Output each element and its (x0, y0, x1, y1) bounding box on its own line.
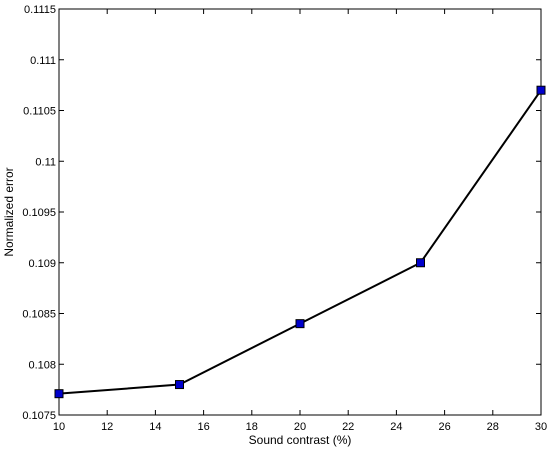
y-axis-ticks: 0.1075 0.108 0.1085 0.109 0.1095 0.11 0.1105 0.… (22, 4, 541, 422)
y-tick-label: 0.1105 (23, 106, 56, 118)
data-point-marker (175, 380, 184, 390)
x-tick-label: 28 (487, 421, 499, 433)
y-axis-label: Normalized error (2, 167, 16, 256)
data-point-marker (295, 319, 305, 329)
y-tick-label: 0.1075 (22, 410, 56, 422)
data-point-marker (54, 389, 64, 399)
plot-area (58, 8, 542, 416)
x-axis-label: Sound contrast (%) (249, 433, 352, 447)
x-tick-label: 24 (390, 421, 402, 433)
x-axis-ticks: 10 12 14 16 18 20 22 24 26 28 30 (53, 9, 547, 433)
x-tick-label: 16 (197, 421, 209, 433)
x-tick-label: 26 (438, 421, 450, 433)
y-tick-label: 0.1095 (22, 207, 56, 219)
x-tick-label: 14 (149, 421, 161, 433)
y-tick-label: 0.1115 (24, 4, 56, 16)
x-tick-label: 10 (53, 421, 65, 433)
y-tick-label: 0.11 (35, 156, 56, 168)
y-tick-label: 0.111 (30, 55, 56, 67)
series-layer (54, 85, 546, 399)
y-tick-label: 0.108 (28, 359, 56, 371)
x-tick-label: 18 (246, 421, 258, 433)
x-tick-label: 30 (535, 421, 547, 433)
data-point-marker (536, 85, 546, 95)
data-point-marker (416, 258, 425, 268)
x-tick-label: 12 (101, 421, 113, 433)
y-tick-label: 0.109 (28, 258, 56, 270)
x-tick-label: 20 (294, 421, 306, 433)
y-tick-label: 0.1085 (22, 309, 56, 321)
x-tick-label: 22 (342, 421, 354, 433)
